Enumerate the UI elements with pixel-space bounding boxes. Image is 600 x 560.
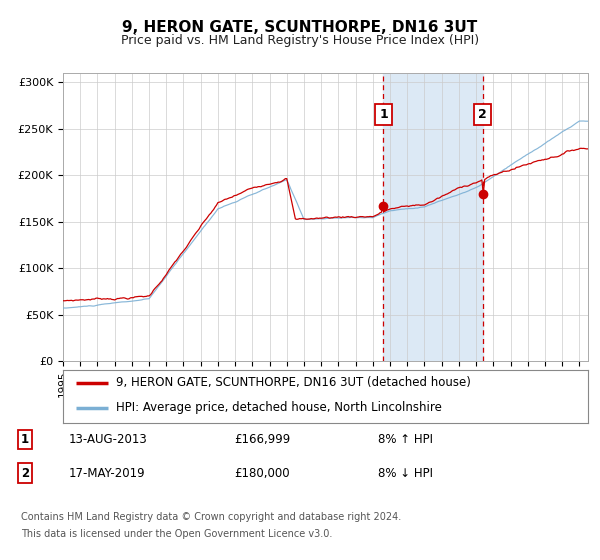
Text: 9, HERON GATE, SCUNTHORPE, DN16 3UT (detached house): 9, HERON GATE, SCUNTHORPE, DN16 3UT (det… — [115, 376, 470, 389]
Text: 1: 1 — [21, 433, 29, 446]
Text: This data is licensed under the Open Government Licence v3.0.: This data is licensed under the Open Gov… — [21, 529, 332, 539]
Text: HPI: Average price, detached house, North Lincolnshire: HPI: Average price, detached house, Nort… — [115, 402, 442, 414]
Text: 9, HERON GATE, SCUNTHORPE, DN16 3UT: 9, HERON GATE, SCUNTHORPE, DN16 3UT — [122, 20, 478, 35]
Text: 8% ↓ HPI: 8% ↓ HPI — [378, 466, 433, 480]
Text: Price paid vs. HM Land Registry's House Price Index (HPI): Price paid vs. HM Land Registry's House … — [121, 34, 479, 46]
Text: 2: 2 — [21, 466, 29, 480]
Text: 13-AUG-2013: 13-AUG-2013 — [69, 433, 148, 446]
Text: 2: 2 — [478, 108, 487, 121]
Text: Contains HM Land Registry data © Crown copyright and database right 2024.: Contains HM Land Registry data © Crown c… — [21, 512, 401, 522]
Text: 8% ↑ HPI: 8% ↑ HPI — [378, 433, 433, 446]
Text: £180,000: £180,000 — [234, 466, 290, 480]
Text: £166,999: £166,999 — [234, 433, 290, 446]
Text: 17-MAY-2019: 17-MAY-2019 — [69, 466, 146, 480]
Bar — [383, 73, 482, 361]
Text: 1: 1 — [379, 108, 388, 121]
